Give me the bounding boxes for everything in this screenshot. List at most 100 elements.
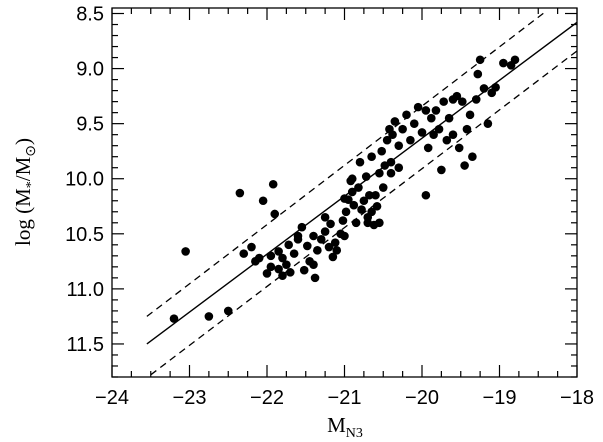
- data-point: [274, 264, 283, 274]
- data-point: [303, 241, 312, 251]
- data-point: [421, 190, 431, 200]
- data-point: [465, 110, 475, 120]
- data-point: [299, 265, 309, 275]
- data-point: [460, 161, 469, 170]
- x-tick-label: −20: [405, 387, 439, 409]
- y-axis-title: log (M*/M⊙): [11, 138, 39, 246]
- data-point: [341, 207, 351, 217]
- data-point: [247, 242, 256, 252]
- data-point: [442, 135, 452, 145]
- data-point: [278, 253, 287, 263]
- y-tick-label: 10.5: [65, 224, 104, 246]
- data-point: [372, 201, 382, 211]
- data-point: [223, 306, 233, 316]
- data-point: [320, 212, 330, 222]
- y-axis-title-sub2: ⊙: [24, 145, 39, 157]
- data-point: [347, 174, 357, 184]
- x-axis-title-sub: N3: [346, 426, 363, 441]
- data-point: [293, 235, 303, 244]
- x-tick-label: −24: [95, 387, 129, 409]
- y-axis-title-end: ): [11, 138, 35, 145]
- data-point: [320, 227, 330, 236]
- data-point: [309, 231, 318, 241]
- data-point: [406, 135, 415, 145]
- data-point: [278, 271, 287, 280]
- data-point: [310, 273, 320, 283]
- x-tick-label: −22: [250, 387, 284, 409]
- y-tick-label: 9.0: [76, 59, 104, 81]
- data-point: [351, 218, 361, 228]
- data-point: [439, 97, 449, 106]
- data-point: [429, 130, 438, 139]
- data-point: [254, 253, 264, 263]
- data-point: [338, 216, 348, 225]
- data-point: [340, 194, 349, 203]
- y-axis-title-mid: /M: [11, 156, 35, 181]
- scatter-band-line-1: [146, 10, 547, 317]
- axes: −24 −23 −22 −21 −20 −19 −18 8.5 9.0 9.5 10.0 10.5 11…: [65, 4, 594, 409]
- x-axis-label: MN3: [327, 413, 363, 441]
- data-point: [409, 119, 419, 128]
- data-point: [181, 247, 190, 256]
- data-point: [349, 200, 359, 210]
- data-point: [390, 117, 400, 126]
- data-point: [204, 312, 214, 321]
- data-point: [324, 242, 334, 252]
- y-tick-label: 9.5: [76, 114, 104, 136]
- data-point: [437, 165, 446, 175]
- x-tick-label: −19: [483, 387, 517, 409]
- y-tick-label: 11.5: [67, 334, 104, 356]
- data-point: [332, 246, 342, 255]
- y-tick-label: 8.5: [76, 4, 104, 26]
- data-point: [377, 146, 387, 156]
- data-point: [448, 95, 458, 104]
- data-point: [413, 102, 423, 112]
- data-point: [398, 124, 407, 134]
- data-point: [475, 55, 485, 65]
- data-point: [371, 190, 380, 200]
- data-point: [378, 183, 388, 192]
- data-point: [423, 143, 433, 153]
- data-point: [309, 260, 318, 269]
- data-point: [270, 209, 280, 219]
- data-point: [468, 152, 477, 162]
- data-point: [328, 252, 338, 262]
- x-tick-label: −23: [173, 387, 207, 409]
- data-point: [340, 231, 349, 241]
- data-point: [289, 249, 299, 258]
- data-point: [365, 190, 374, 200]
- data-point: [473, 69, 483, 79]
- data-point: [326, 219, 335, 229]
- data-point: [354, 183, 363, 192]
- data-point: [262, 269, 272, 278]
- x-tick-label: −21: [328, 387, 362, 409]
- data-point: [510, 55, 520, 65]
- data-point: [499, 58, 508, 68]
- data-point: [274, 247, 283, 256]
- data-point: [282, 260, 291, 269]
- data-point: [491, 83, 500, 92]
- data-point: [421, 106, 431, 115]
- data-point: [313, 246, 322, 255]
- data-point: [427, 113, 436, 123]
- y-axis-title-main: log (M: [11, 188, 35, 246]
- data-point: [483, 119, 493, 128]
- y-axis-label: log (M*/M⊙): [11, 138, 39, 246]
- data-point: [239, 249, 249, 258]
- data-point: [462, 124, 472, 134]
- data-point: [355, 157, 365, 167]
- data-point: [266, 262, 276, 272]
- data-point: [268, 179, 278, 189]
- data-point: [367, 152, 376, 162]
- y-tick-label: 11.0: [67, 279, 104, 301]
- x-axis-title-main: M: [327, 413, 346, 437]
- x-axis-title: MN3: [327, 413, 363, 441]
- data-point: [382, 135, 392, 145]
- data-point: [471, 95, 481, 104]
- data-point: [330, 238, 340, 247]
- data-point: [386, 168, 396, 178]
- data-point: [394, 141, 404, 150]
- data-point: [367, 207, 376, 217]
- data-point: [363, 218, 373, 228]
